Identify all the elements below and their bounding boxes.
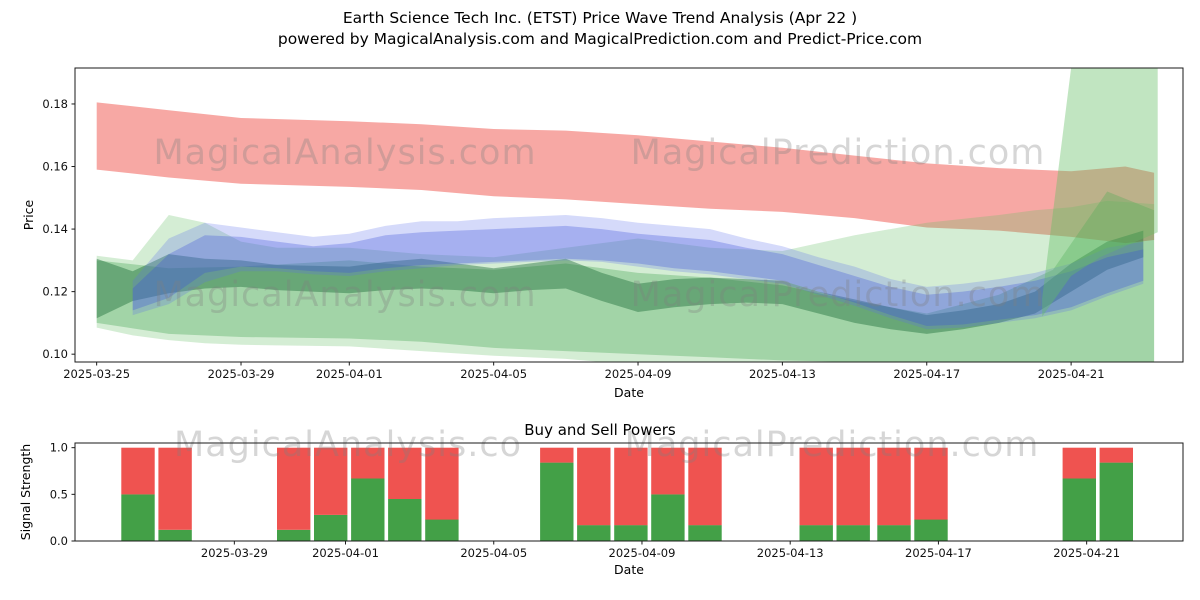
price-axes-box	[74, 67, 1184, 363]
sell-bar-2025-04-08	[614, 447, 648, 526]
sell-bar-2025-04-16	[914, 447, 948, 520]
y-tick-label: 1.0	[50, 441, 68, 455]
sell-bar-2025-03-27	[158, 447, 192, 530]
watermark-text: MagicalPrediction.com	[625, 425, 1040, 465]
buy-support-band-dark	[96, 230, 1144, 334]
x-tick-label: 2025-04-17	[893, 367, 960, 381]
buy-bar-2025-04-02	[388, 499, 422, 541]
signal-yaxis-label: Signal Strength	[18, 444, 33, 540]
buy-bar-2025-04-10	[688, 525, 722, 541]
y-tick-label: 0.10	[42, 347, 68, 361]
buy-bar-2025-04-09	[651, 494, 685, 541]
watermark-text: MagicalPrediction.com	[631, 133, 1046, 173]
sell-bar-2025-04-02	[388, 447, 422, 499]
trend-band-blue-light	[132, 215, 1144, 330]
x-tick-label: 2025-04-09	[605, 367, 672, 381]
y-tick-label: 0.18	[42, 97, 68, 111]
signal-axes-box	[74, 442, 1184, 542]
buy-bar-2025-04-21	[1099, 462, 1133, 541]
buy-bar-2025-04-13	[799, 525, 833, 541]
buy-support-band-medium	[96, 191, 1155, 362]
sell-bar-2025-04-15	[877, 447, 911, 526]
buy-bar-2025-04-07	[577, 525, 611, 541]
buy-bar-2025-04-14	[836, 525, 870, 541]
x-tick-label: 2025-04-21	[1053, 546, 1120, 560]
price-bands-layer	[96, 68, 1158, 362]
x-tick-label: 2025-04-05	[460, 367, 527, 381]
sell-bar-2025-04-21	[1099, 447, 1133, 463]
watermark-text: MagicalPrediction.com	[631, 275, 1046, 315]
y-tick-label: 0.12	[42, 285, 68, 299]
x-tick-label: 2025-03-29	[208, 367, 275, 381]
price-yaxis-label: Price	[21, 199, 36, 230]
x-tick-label: 2025-04-13	[757, 546, 824, 560]
sell-bar-2025-04-07	[577, 447, 611, 526]
bottom-chart-title: Buy and Sell Powers	[524, 421, 676, 439]
buy-bar-2025-03-31	[314, 514, 348, 541]
watermark-text: MagicalAnalysis.com	[153, 275, 536, 315]
buy-bar-2025-03-27	[158, 529, 192, 541]
trend-band-blue-dark	[132, 225, 1144, 326]
buy-bar-2025-04-08	[614, 525, 648, 541]
buy-bar-2025-04-20	[1062, 478, 1096, 541]
x-tick-label: 2025-04-05	[460, 546, 527, 560]
signal-xaxis-label: Date	[614, 562, 644, 577]
x-tick-label: 2025-04-01	[312, 546, 379, 560]
watermark-text: MagicalAnalysis.com	[153, 133, 536, 173]
buy-bar-2025-04-15	[877, 525, 911, 541]
chart-title-line2: powered by MagicalAnalysis.com and Magic…	[277, 30, 923, 48]
signal-bars-layer	[121, 447, 1133, 541]
sell-bar-2025-04-03	[425, 447, 459, 520]
y-tick-label: 0.16	[42, 160, 68, 174]
chart-title: Earth Science Tech Inc. (ETST) Price Wav…	[0, 8, 1200, 50]
watermark-text: MagicalAnalysis.co	[174, 425, 522, 465]
buy-bar-2025-04-01	[351, 478, 385, 541]
sell-resistance-band	[96, 102, 1155, 244]
sell-bar-2025-04-10	[688, 447, 722, 526]
sell-bar-2025-04-09	[651, 447, 685, 495]
buy-bar-2025-04-06	[540, 462, 574, 541]
buy-bar-2025-03-26	[121, 494, 155, 541]
y-tick-label: 0.0	[50, 534, 68, 548]
sell-bar-2025-04-20	[1062, 447, 1096, 479]
buy-bar-2025-03-30	[277, 529, 311, 541]
buy-bar-2025-04-03	[425, 519, 459, 541]
sell-bar-2025-03-26	[121, 447, 155, 495]
x-tick-label: 2025-04-01	[316, 367, 383, 381]
sell-bar-2025-03-30	[277, 447, 311, 530]
breakout-spike-band	[1042, 68, 1158, 317]
buy-bar-2025-04-16	[914, 519, 948, 541]
chart-title-line1: Earth Science Tech Inc. (ETST) Price Wav…	[342, 9, 858, 27]
x-tick-label: 2025-03-29	[201, 546, 268, 560]
x-tick-label: 2025-04-09	[609, 546, 676, 560]
sell-bar-2025-03-31	[314, 447, 348, 515]
buy-support-band-light	[96, 200, 1155, 362]
sell-bar-2025-04-06	[540, 447, 574, 463]
x-tick-label: 2025-04-21	[1038, 367, 1105, 381]
sell-bar-2025-04-13	[799, 447, 833, 526]
y-tick-label: 0.14	[42, 222, 68, 236]
x-tick-label: 2025-04-13	[749, 367, 816, 381]
sell-bar-2025-04-01	[351, 447, 385, 479]
x-tick-label: 2025-03-25	[63, 367, 130, 381]
sell-bar-2025-04-14	[836, 447, 870, 526]
y-tick-label: 0.5	[50, 487, 68, 501]
x-tick-label: 2025-04-17	[905, 546, 972, 560]
price-xaxis-label: Date	[614, 385, 644, 400]
